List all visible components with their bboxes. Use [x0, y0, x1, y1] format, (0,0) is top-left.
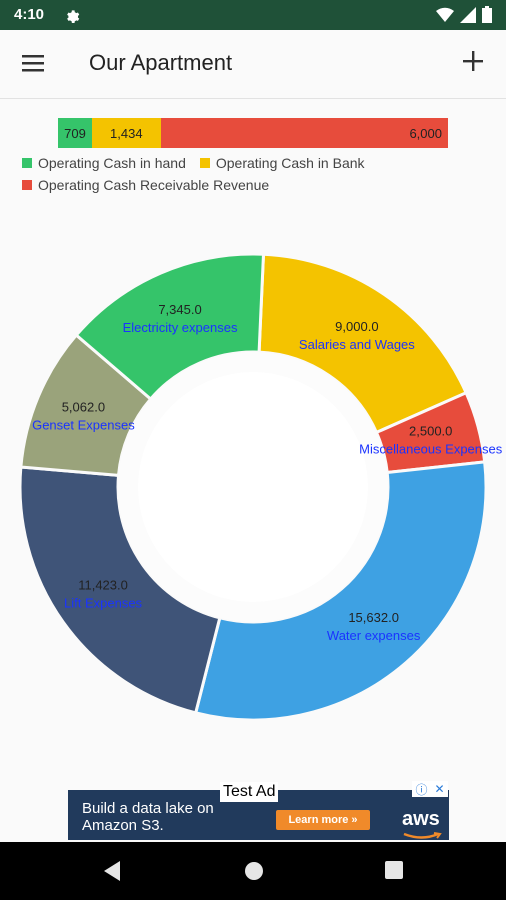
add-icon[interactable] — [460, 48, 486, 74]
slice-name-label: Miscellaneous Expenses — [359, 441, 503, 456]
legend-label: Operating Cash Receivable Revenue — [38, 177, 270, 193]
signal-icon — [460, 6, 476, 23]
slice-value-label: 9,000.0 — [335, 319, 378, 334]
slice-value-label: 5,062.0 — [62, 400, 105, 415]
slice-name-label: Lift Expenses — [64, 596, 143, 611]
ad-banner[interactable]: Build a data lake on Amazon S3. Learn mo… — [68, 790, 449, 840]
info-icon[interactable]: ⓘ — [415, 782, 428, 797]
legend-item-cash-in-hand: Operating Cash in hand — [22, 155, 186, 171]
ad-learn-more-button[interactable]: Learn more » — [276, 810, 370, 830]
legend-label: Operating Cash in hand — [38, 155, 186, 171]
test-ad-label: Test Ad — [220, 782, 279, 802]
donut-slice[interactable] — [18, 465, 222, 715]
status-time: 4:10 — [14, 6, 45, 23]
stacked-bar-value-label: 709 — [64, 125, 86, 141]
legend-item-cash-in-bank: Operating Cash in Bank — [199, 155, 365, 171]
donut-slice[interactable] — [74, 252, 266, 402]
slice-name-label: Water expenses — [327, 628, 421, 643]
close-icon[interactable]: ✕ — [434, 782, 445, 796]
aws-logo: aws — [402, 808, 440, 830]
legend-swatch — [22, 180, 32, 190]
slice-value-label: 11,423.0 — [78, 578, 128, 593]
menu-icon[interactable] — [22, 52, 46, 74]
app-bar: Our Apartment — [0, 30, 506, 99]
stacked-bar-segment: 6,000 — [160, 118, 448, 148]
slice-name-label: Salaries and Wages — [299, 337, 415, 352]
system-icons — [436, 6, 492, 23]
slice-name-label: Genset Expenses — [32, 418, 135, 433]
ad-headline-line1: Build a data lake on — [82, 800, 214, 817]
stacked-bar-segment: 709 — [58, 118, 92, 148]
stacked-bar-chart: 709 1,434 6,000 — [58, 118, 448, 148]
donut-slice[interactable] — [257, 252, 469, 435]
ad-headline: Build a data lake on Amazon S3. — [82, 800, 214, 834]
donut-chart: 9,000.0 Salaries and Wages 2,500.0 Miscella… — [18, 252, 503, 722]
recents-icon[interactable] — [384, 860, 404, 880]
status-bar: 4:10 — [0, 0, 506, 30]
stacked-bar-segment: 1,434 — [91, 118, 161, 148]
chart-legend: Operating Cash in hand Operating Cash in… — [22, 152, 492, 196]
stacked-bar-value-label: 1,434 — [110, 125, 143, 141]
donut-slice[interactable] — [193, 460, 488, 722]
page-title: Our Apartment — [89, 50, 233, 75]
slice-name-label: Electricity expenses — [123, 320, 238, 335]
battery-icon — [482, 6, 492, 23]
navigation-bar — [0, 842, 506, 900]
home-icon[interactable] — [243, 860, 265, 882]
stacked-bar-value-label: 6,000 — [409, 125, 442, 141]
slice-value-label: 2,500.0 — [409, 423, 452, 438]
back-icon[interactable] — [102, 860, 122, 882]
gear-icon — [67, 10, 80, 23]
donut-hole — [138, 372, 368, 602]
legend-swatch — [22, 158, 32, 168]
legend-swatch — [199, 158, 210, 168]
ad-headline-line2: Amazon S3. — [82, 817, 164, 834]
ad-choices[interactable]: ⓘ ✕ — [412, 781, 448, 797]
aws-smile-icon — [403, 832, 442, 839]
legend-label: Operating Cash in Bank — [215, 155, 365, 171]
slice-value-label: 15,632.0 — [348, 610, 399, 625]
wifi-icon — [436, 7, 454, 22]
slice-value-label: 7,345.0 — [158, 302, 201, 317]
legend-item-receivable-revenue: Operating Cash Receivable Revenue — [22, 177, 269, 193]
